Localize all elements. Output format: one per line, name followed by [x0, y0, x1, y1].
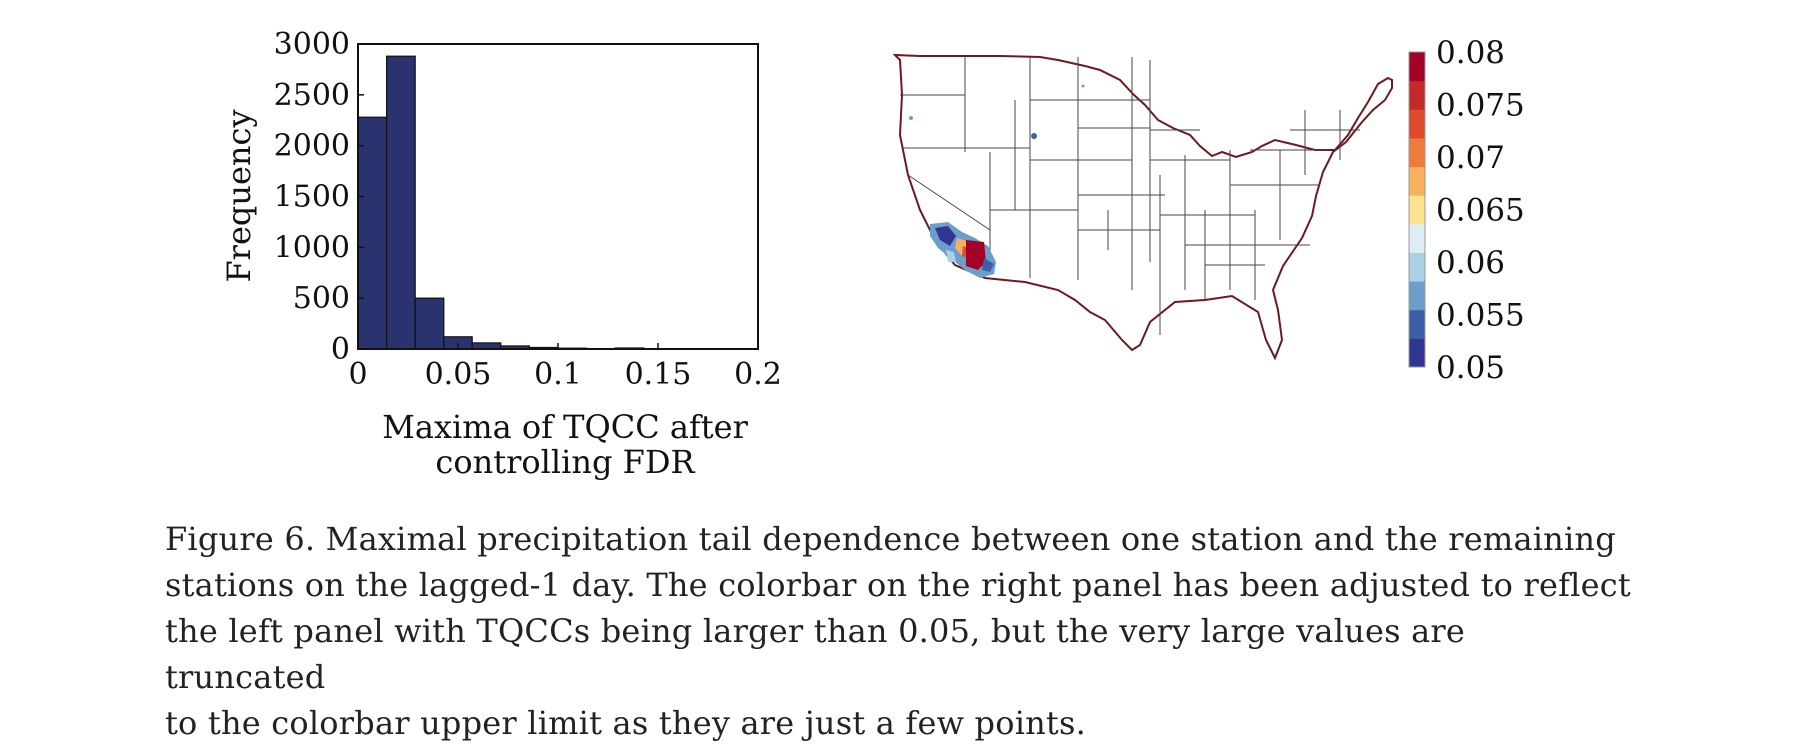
- y-tick-label: 1500: [274, 180, 350, 215]
- histogram-ticks: 0 0.05 0.1 0.15 0.2 0 500 1000 1500 2000 2500 3000: [274, 27, 782, 392]
- colorbar-tick-labels: 0.05 0.055 0.06 0.065 0.07 0.075 0.08: [1436, 35, 1525, 386]
- x-tick-label: 0.05: [425, 357, 492, 392]
- colorbar-cell: [1409, 167, 1425, 196]
- caption-line-4: to the colorbar upper limit as they are …: [165, 700, 1635, 746]
- colorbar-cell: [1409, 338, 1425, 367]
- histogram-bar: [387, 56, 416, 349]
- colorbar-tick-label: 0.065: [1436, 193, 1525, 229]
- colorbar-cells: [1409, 52, 1425, 368]
- caption-line-2: stations on the lagged-1 day. The colorb…: [165, 562, 1635, 608]
- y-tick-label: 0: [331, 332, 350, 367]
- x-tick-label: 0.1: [534, 357, 582, 392]
- histogram-x-axis-label-line-2: controlling FDR: [435, 443, 695, 481]
- y-tick-label: 2500: [274, 78, 350, 113]
- colorbar-tick-label: 0.055: [1436, 298, 1525, 334]
- colorbar-cell: [1409, 252, 1425, 281]
- histogram-x-axis-label-line-1: Maxima of TQCC after: [382, 408, 748, 446]
- histogram-bar: [415, 298, 444, 349]
- histogram-y-axis-label: Frequency: [220, 109, 258, 282]
- x-tick-label: 0: [348, 357, 367, 392]
- y-tick-label: 500: [293, 281, 350, 316]
- histogram-bar: [358, 117, 387, 349]
- colorbar-tick-label: 0.05: [1436, 350, 1505, 386]
- colorbar-cell: [1409, 81, 1425, 110]
- figure-caption: Figure 6. Maximal precipitation tail dep…: [165, 516, 1635, 746]
- colorbar-cell: [1409, 195, 1425, 224]
- x-tick-label: 0.2: [734, 357, 782, 392]
- histogram-bars: [358, 56, 758, 349]
- x-tick-label: 0.15: [625, 357, 692, 392]
- caption-line-3: the left panel with TQCCs being larger t…: [165, 608, 1635, 700]
- colorbar-cell: [1409, 224, 1425, 253]
- colorbar-cell: [1409, 52, 1425, 81]
- y-tick-label: 2000: [274, 129, 350, 164]
- y-tick-label: 3000: [274, 27, 350, 62]
- y-tick-label: 1000: [274, 230, 350, 265]
- colorbar-cell: [1409, 138, 1425, 167]
- colorbar-tick-label: 0.07: [1436, 140, 1505, 176]
- caption-line-1: Figure 6. Maximal precipitation tail dep…: [165, 516, 1635, 562]
- colorbar-cell: [1409, 281, 1425, 310]
- colorbar-tick-label: 0.075: [1436, 88, 1525, 124]
- colorbar-tick-label: 0.08: [1436, 35, 1505, 71]
- colorbar: 0.05 0.055 0.06 0.065 0.07 0.075 0.08: [1409, 35, 1525, 386]
- colorbar-cell: [1409, 109, 1425, 138]
- colorbar-tick-label: 0.06: [1436, 245, 1505, 281]
- us-map-panel: [895, 55, 1392, 358]
- colorbar-cell: [1409, 310, 1425, 339]
